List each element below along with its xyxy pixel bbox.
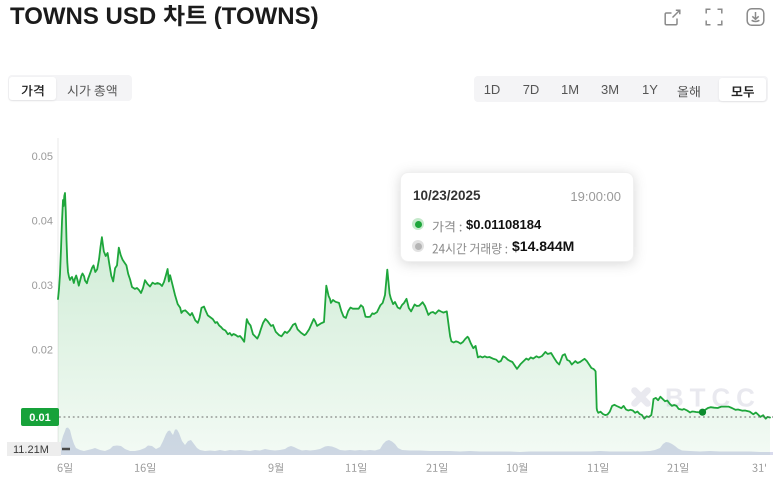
svg-text:0.02: 0.02 [32,345,53,357]
svg-text:0.05: 0.05 [32,151,53,163]
svg-text:11.21M: 11.21M [13,444,49,456]
svg-text:0.01: 0.01 [29,412,50,424]
svg-text:0.03: 0.03 [32,280,53,292]
svg-text:0.04: 0.04 [32,216,53,228]
